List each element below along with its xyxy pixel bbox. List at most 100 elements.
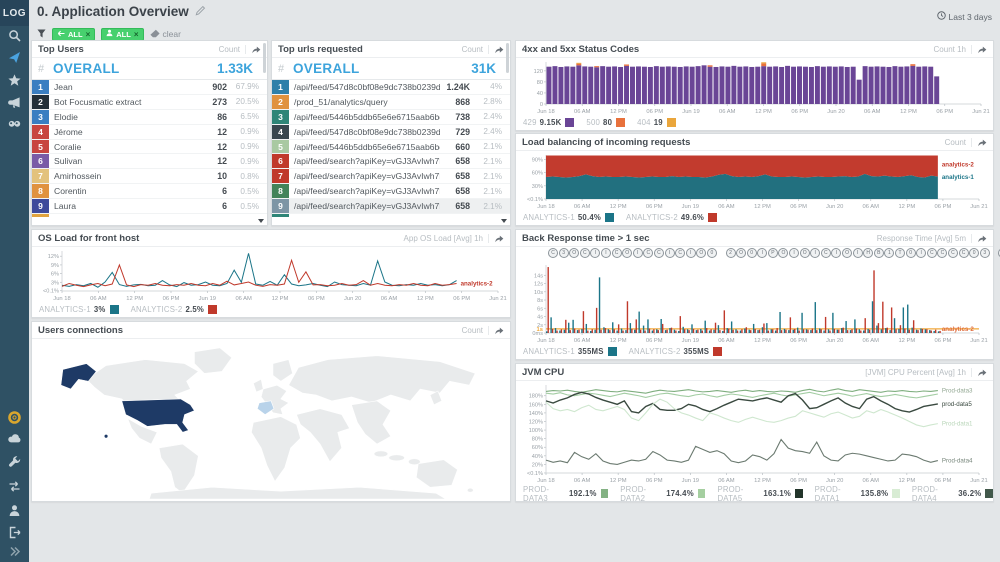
annotation-marker[interactable]: C xyxy=(937,248,948,258)
annotation-marker[interactable]: C xyxy=(611,248,622,258)
table-row[interactable]: 7/api/feed/search?apiKey=vGJ3AvIwh7K... 6… xyxy=(272,169,510,185)
legend-item[interactable]: 429 9.15K xyxy=(523,118,575,127)
star-icon[interactable] xyxy=(0,70,29,90)
annotation-marker[interactable]: I xyxy=(916,248,927,258)
swap-icon[interactable] xyxy=(0,476,29,496)
scrollbar-thumb[interactable] xyxy=(262,43,266,73)
share-icon[interactable] xyxy=(971,44,987,54)
legend-item[interactable]: 404 19 xyxy=(637,118,676,127)
table-row[interactable]: 7 Amirhossein 10 0.8% xyxy=(32,169,267,185)
table-row[interactable]: 6/api/feed/search?apiKey=vGJ3AvIwh7K... 6… xyxy=(272,154,510,170)
table-row[interactable]: 5/api/feed/5446b5ddb65e6e6715aab6bc... 66… xyxy=(272,139,510,155)
filter-pill-user[interactable]: ALL × xyxy=(101,27,144,41)
legend-item[interactable]: ANALYTICS-1 3% xyxy=(39,305,119,314)
annotation-marker[interactable]: C xyxy=(926,248,937,258)
app-logo[interactable]: LOG xyxy=(0,0,29,26)
legend-item[interactable]: 500 80 xyxy=(586,118,626,127)
annotation-marker[interactable]: 3 xyxy=(558,248,569,258)
table-row[interactable]: 8 Corentin 6 0.5% xyxy=(32,184,267,200)
share-icon[interactable] xyxy=(971,367,987,377)
annotation-marker[interactable]: C xyxy=(579,248,590,258)
remove-filter-icon[interactable]: × xyxy=(133,29,139,39)
legend-item[interactable]: ANALYTICS-2 355MS xyxy=(629,347,723,356)
table-row[interactable]: 9 Laura 6 0.5% xyxy=(32,199,267,215)
annotation-marker[interactable]: 0 xyxy=(706,248,717,258)
annotation-marker[interactable]: O xyxy=(622,248,633,258)
annotation-marker[interactable]: I xyxy=(664,248,675,258)
legend-item[interactable]: ANALYTICS-1 355MS xyxy=(523,347,617,356)
table-row[interactable]: 5 Coralie 12 0.9% xyxy=(32,139,267,155)
table-row[interactable]: 3/api/feed/5446b5ddb65e6e6715aab6bc... 73… xyxy=(272,109,510,125)
annotation-marker[interactable]: I xyxy=(852,248,863,258)
legend-item[interactable]: PROD-DATA3 192.1% xyxy=(523,485,609,503)
annotation-marker[interactable]: I xyxy=(590,248,601,258)
share-icon[interactable] xyxy=(971,137,987,147)
annotation-marker[interactable]: C xyxy=(675,248,686,258)
table-row[interactable]: 6 Sulivan 12 0.9% xyxy=(32,154,267,170)
share-icon[interactable] xyxy=(488,44,504,54)
annotation-marker[interactable]: I xyxy=(600,248,611,258)
send-icon[interactable] xyxy=(0,47,29,67)
legend-item[interactable]: ANALYTICS-2 2.5% xyxy=(131,305,218,314)
annotation-marker[interactable]: I xyxy=(757,248,768,258)
scroll-down-caret[interactable] xyxy=(501,219,507,223)
table-row[interactable]: 3 Elodie 86 6.5% xyxy=(32,109,267,125)
scroll-down-caret[interactable] xyxy=(258,219,264,223)
chevrons-icon[interactable] xyxy=(0,541,29,561)
search-icon[interactable] xyxy=(0,25,29,45)
annotation-marker[interactable]: O xyxy=(696,248,707,258)
legend-item[interactable]: ANALYTICS-2 49.6% xyxy=(626,213,717,222)
annotation-marker[interactable]: I xyxy=(632,248,643,258)
table-row[interactable]: 2/prod_51/analytics/query 868 2.8% xyxy=(272,94,510,110)
table-row[interactable]: 9/api/feed/search?apiKey=vGJ3AvIwh7K... 6… xyxy=(272,199,510,215)
legend-item[interactable]: PROD-DATA5 163.1% xyxy=(717,485,803,503)
share-icon[interactable] xyxy=(488,233,504,243)
share-icon[interactable] xyxy=(245,44,261,54)
annotation-marker[interactable]: H xyxy=(863,248,874,258)
edit-title-icon[interactable] xyxy=(195,4,206,19)
annotation-marker[interactable]: B xyxy=(873,248,884,258)
annotation-marker[interactable]: 0 xyxy=(746,248,757,258)
legend-item[interactable]: PROD-DATA1 135.8% xyxy=(815,485,900,503)
annotation-marker[interactable]: 0 xyxy=(969,248,980,258)
annotation-marker[interactable]: 2 xyxy=(725,248,736,258)
remove-filter-icon[interactable]: × xyxy=(85,29,91,39)
table-row[interactable]: 2 Bot Focusmatic extract 273 20.5% xyxy=(32,94,267,110)
annotation-marker[interactable]: C xyxy=(643,248,654,258)
binoculars-icon[interactable] xyxy=(0,113,29,133)
table-row[interactable]: 4/api/feed/547d8c0bf08e9dc738b0239d... 72… xyxy=(272,124,510,140)
table-row[interactable]: 4 Jérome 12 0.9% xyxy=(32,124,267,140)
annotation-marker[interactable]: C xyxy=(958,248,969,258)
table-row[interactable]: 8/api/feed/search?apiKey=vGJ3AvIwh7K... 6… xyxy=(272,184,510,200)
signout-icon[interactable] xyxy=(0,522,29,542)
annotation-marker[interactable]: 3 xyxy=(979,248,990,258)
lifebuoy-icon[interactable] xyxy=(0,407,29,427)
annotation-marker[interactable]: I xyxy=(810,248,821,258)
annotation-marker[interactable]: C xyxy=(820,248,831,258)
annotation-marker[interactable]: I xyxy=(831,248,842,258)
user-icon[interactable] xyxy=(0,500,29,520)
legend-item[interactable]: PROD-DATA2 174.4% xyxy=(620,485,706,503)
annotation-marker[interactable]: C xyxy=(548,248,558,258)
table-row[interactable]: 1/api/feed/547d8c0bf08e9dc738b0239d... 1.… xyxy=(272,80,510,95)
megaphone-icon[interactable] xyxy=(0,92,29,112)
annotation-marker[interactable]: O xyxy=(569,248,580,258)
annotation-marker[interactable]: O xyxy=(778,248,789,258)
annotation-marker[interactable]: 1 xyxy=(884,248,895,258)
annotation-marker[interactable]: T xyxy=(895,248,905,258)
share-icon[interactable] xyxy=(488,325,504,335)
cloud-icon[interactable] xyxy=(0,428,29,448)
filter-pill-host[interactable]: ALL × xyxy=(52,27,96,41)
annotation-marker[interactable]: I xyxy=(685,248,696,258)
annotation-marker[interactable]: O xyxy=(736,248,747,258)
scrollbar-thumb[interactable] xyxy=(505,43,509,73)
table-row[interactable]: 1 Jean 902 67.9% xyxy=(32,80,267,95)
share-icon[interactable] xyxy=(971,233,987,243)
clear-filters-button[interactable]: clear xyxy=(149,29,181,40)
annotation-marker[interactable]: O xyxy=(799,248,810,258)
world-map[interactable] xyxy=(33,340,509,501)
time-range-selector[interactable]: Last 3 days xyxy=(936,11,992,22)
annotation-marker[interactable]: 0 xyxy=(905,248,916,258)
wrench-icon[interactable] xyxy=(0,452,29,472)
annotation-marker[interactable]: C xyxy=(653,248,664,258)
